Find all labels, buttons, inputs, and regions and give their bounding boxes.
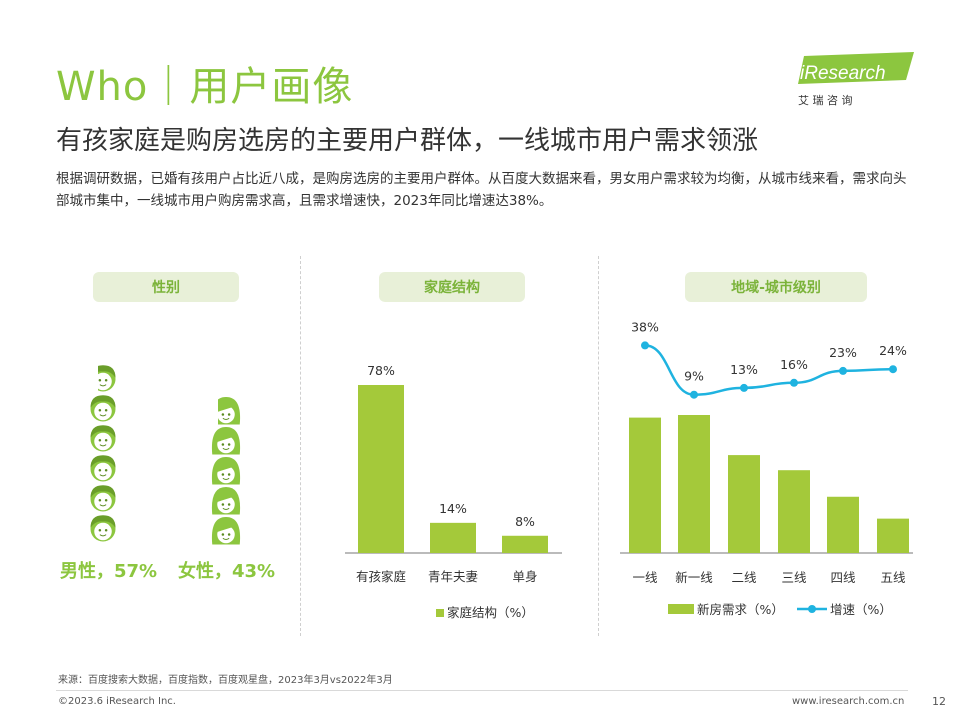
- growth-data-label: 13%: [730, 362, 758, 377]
- region-legend-line-label: 增速（%）: [830, 602, 892, 617]
- page-number: 12: [932, 695, 946, 708]
- female-label: 女性，43%: [178, 561, 276, 582]
- male-person-icon: [90, 395, 116, 422]
- female-person-icon: [211, 517, 241, 545]
- family-data-label: 78%: [367, 363, 395, 378]
- growth-point: [889, 365, 897, 374]
- male-icon-mask: [86, 362, 98, 396]
- region-x-tick-label: 五线: [880, 570, 906, 585]
- family-legend-label: 家庭结构（%）: [447, 605, 534, 620]
- growth-point: [839, 366, 847, 375]
- family-x-tick-label: 青年夫妻: [428, 569, 478, 584]
- page-title: Who｜用户画像: [56, 64, 354, 110]
- region-legend-line-marker: [808, 605, 816, 613]
- growth-point: [641, 341, 649, 350]
- logo-brand-text: iResearch: [800, 63, 886, 84]
- family-bar: [358, 385, 404, 553]
- region-x-tick-label: 一线: [632, 570, 658, 585]
- female-person-icon: [211, 397, 241, 425]
- female-person-icon: [211, 457, 241, 485]
- family-x-tick-label: 单身: [512, 569, 537, 584]
- family-x-tick-label: 有孩家庭: [356, 569, 407, 584]
- male-person-icon: [90, 515, 116, 542]
- region-x-tick-label: 四线: [830, 570, 856, 585]
- male-person-icon: [90, 425, 116, 452]
- separator-1: [300, 256, 301, 636]
- region-bar: [877, 518, 909, 553]
- region-bar: [629, 417, 661, 553]
- growth-point: [690, 390, 698, 399]
- region-bar: [827, 496, 859, 553]
- iresearch-logo: iResearch 艾 瑞 咨 询: [790, 52, 920, 112]
- region-bar: [678, 415, 710, 553]
- male-label: 男性，57%: [60, 561, 158, 582]
- family-data-label: 8%: [515, 514, 535, 529]
- region-x-tick-label: 新一线: [675, 570, 713, 585]
- region-bar: [728, 455, 760, 553]
- region-legend-bar-swatch: [668, 604, 694, 614]
- section-pill-family: 家庭结构: [379, 272, 525, 302]
- growth-point: [740, 383, 748, 392]
- female-icon-mask: [208, 395, 218, 429]
- female-person-icon: [211, 487, 241, 515]
- growth-point: [790, 378, 798, 387]
- region-legend-bar-label: 新房需求（%）: [697, 602, 784, 617]
- female-person-icon: [211, 427, 241, 455]
- region-x-tick-label: 二线: [731, 570, 757, 585]
- region-bar: [778, 470, 810, 553]
- family-legend-swatch: [436, 609, 444, 617]
- section-pill-region: 地域-城市级别: [685, 272, 867, 302]
- logo-cn-text: 艾 瑞 咨 询: [798, 93, 853, 107]
- source-note: 来源：百度搜索大数据，百度指数，百度观星盘，2023年3月vs2022年3月: [58, 675, 393, 686]
- growth-data-label: 9%: [684, 369, 704, 384]
- separator-2: [598, 256, 599, 636]
- page-description: 根据调研数据，已婚有孩用户占比近八成，是购房选房的主要用户群体。从百度大数据来看…: [56, 171, 907, 209]
- growth-data-label: 23%: [829, 345, 857, 360]
- copyright: ©2023.6 iResearch Inc.: [58, 696, 176, 707]
- website: www.iresearch.com.cn: [792, 696, 905, 707]
- family-data-label: 14%: [439, 501, 467, 516]
- page-subtitle: 有孩家庭是购房选房的主要用户群体，一线城市用户需求领涨: [56, 126, 759, 156]
- section-pill-gender: 性别: [93, 272, 239, 302]
- family-bar: [430, 522, 476, 553]
- growth-data-label: 24%: [879, 343, 907, 358]
- family-bar: [502, 535, 548, 553]
- footer-divider: [56, 690, 908, 691]
- male-person-icon: [90, 455, 116, 482]
- male-person-icon: [90, 485, 116, 512]
- region-x-tick-label: 三线: [781, 570, 807, 585]
- growth-data-label: 38%: [631, 319, 659, 334]
- growth-data-label: 16%: [780, 357, 808, 372]
